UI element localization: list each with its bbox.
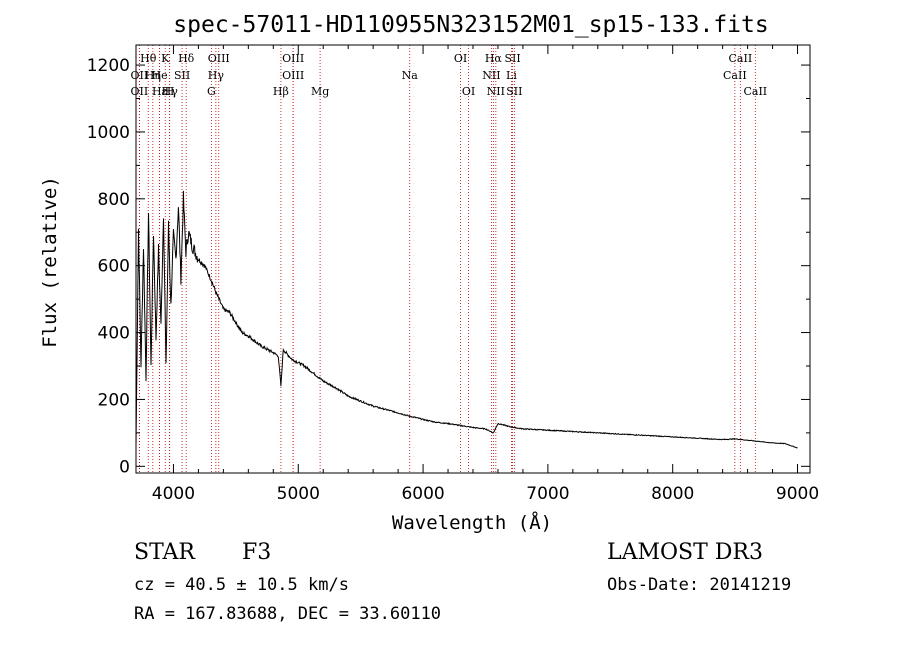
line-marker-label: OIII bbox=[208, 52, 230, 65]
line-marker-label: SII bbox=[506, 85, 522, 98]
line-marker-label: Hγ bbox=[162, 85, 179, 98]
line-marker-group bbox=[138, 45, 756, 473]
y-tick-label: 200 bbox=[98, 390, 130, 410]
x-tick-label: 7000 bbox=[526, 484, 569, 504]
redshift-cz: cz = 40.5 ± 10.5 km/s bbox=[134, 575, 349, 595]
line-marker-label: He bbox=[152, 69, 168, 82]
y-tick-label: 800 bbox=[98, 190, 130, 210]
line-marker-label: Hη bbox=[145, 69, 161, 82]
observation-date: Obs-Date: 20141219 bbox=[607, 575, 792, 595]
x-tick-label: 9000 bbox=[776, 484, 819, 504]
line-marker-label: Mg bbox=[311, 85, 329, 98]
survey-name: LAMOST DR3 bbox=[607, 540, 763, 565]
line-marker-label: Hα bbox=[485, 52, 503, 65]
line-marker-label: CaII bbox=[729, 52, 753, 65]
chart-title: spec-57011-HD110955N323152M01_sp15-133.f… bbox=[173, 12, 768, 38]
line-marker-label: CaII bbox=[723, 69, 747, 82]
line-marker-label: SII bbox=[504, 52, 520, 65]
line-marker-label: SII bbox=[174, 69, 190, 82]
line-marker-label: K bbox=[161, 52, 170, 65]
line-marker-label: Hγ bbox=[208, 69, 225, 82]
x-axis: 4000 5000 6000 7000 8000 9000 bbox=[152, 45, 819, 504]
line-marker-label: Na bbox=[402, 69, 419, 82]
line-marker-label: Li bbox=[506, 69, 517, 82]
line-marker-label: Hε bbox=[152, 85, 168, 98]
y-axis-label: Flux (relative) bbox=[39, 176, 61, 348]
spectrum-line bbox=[135, 190, 798, 449]
line-marker-label: NII bbox=[482, 69, 500, 82]
y-tick-label: 0 bbox=[119, 457, 130, 477]
line-marker-label: OIII bbox=[282, 69, 304, 82]
line-marker-label: OI bbox=[454, 52, 467, 65]
line-marker-label: Hθ bbox=[140, 52, 157, 65]
line-marker-label: OIII bbox=[282, 52, 304, 65]
y-axis: 0 200 400 600 800 1000 1200 bbox=[87, 56, 810, 477]
y-tick-label: 600 bbox=[98, 257, 130, 277]
x-axis-label: Wavelength (Å) bbox=[392, 511, 552, 534]
x-tick-label: 4000 bbox=[152, 484, 195, 504]
line-marker-label: G bbox=[207, 85, 216, 98]
line-marker-label: OI bbox=[462, 85, 475, 98]
line-marker-label: Hδ bbox=[178, 52, 195, 65]
line-marker-label: OII bbox=[131, 85, 149, 98]
x-tick-label: 5000 bbox=[277, 484, 320, 504]
x-tick-label: 8000 bbox=[651, 484, 694, 504]
line-marker-label: Hβ bbox=[273, 85, 289, 98]
x-tick-label: 6000 bbox=[401, 484, 444, 504]
y-tick-label: 1000 bbox=[87, 123, 130, 143]
line-marker-label: OII bbox=[131, 69, 149, 82]
object-subclass: F3 bbox=[242, 540, 272, 565]
line-marker-label: CaII bbox=[743, 85, 767, 98]
coordinates: RA = 167.83688, DEC = 33.60110 bbox=[134, 604, 442, 624]
object-class: STAR bbox=[134, 540, 195, 565]
line-marker-label: NII bbox=[487, 85, 505, 98]
y-tick-label: 400 bbox=[98, 324, 130, 344]
y-tick-label: 1200 bbox=[87, 56, 130, 76]
plot-frame bbox=[135, 44, 811, 474]
line-marker-label: H bbox=[165, 85, 175, 98]
